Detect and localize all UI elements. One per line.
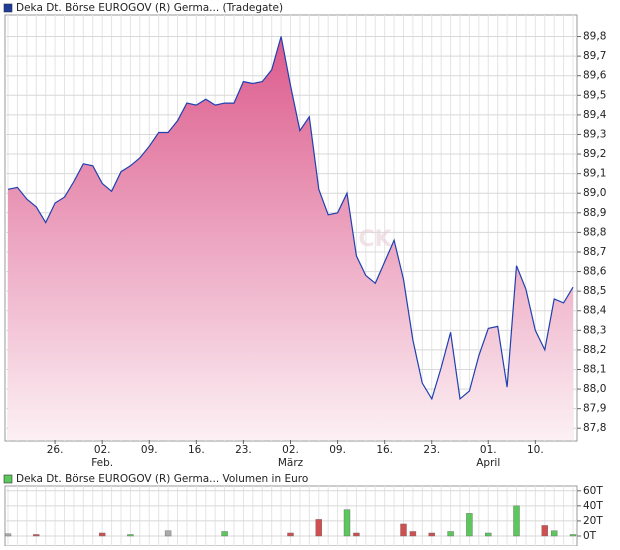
- price-line: [7, 36, 574, 401]
- volume-bar: [485, 532, 492, 537]
- y-tick-label: 88,2: [583, 344, 606, 356]
- y-tick-label: 89,8: [583, 31, 606, 43]
- y-tick-label: 89,5: [583, 89, 606, 101]
- x-tick-label: 09.: [329, 444, 346, 456]
- month-label: Feb.: [91, 457, 113, 469]
- x-tick-label: 23.: [235, 444, 252, 456]
- y-tick-label: 88,0: [583, 383, 606, 395]
- y-tick-label: 87,8: [583, 422, 606, 434]
- volume-bar: [287, 532, 294, 537]
- chart-title: Deka Dt. Börse EUROGOV (R) Germa... (Tra…: [16, 2, 283, 14]
- volume-bar: [353, 532, 360, 537]
- y-tick-label: 89,6: [583, 70, 607, 82]
- volume-bar: [33, 534, 40, 537]
- y-tick-label: 89,0: [583, 187, 606, 199]
- volume-bar: [164, 530, 172, 537]
- volume-bar: [541, 525, 548, 537]
- volume-bar: [428, 532, 435, 537]
- volume-bar: [569, 534, 577, 537]
- y-tick-label: 40T: [583, 500, 603, 512]
- volume-bar: [550, 530, 558, 537]
- month-label: April: [476, 457, 500, 469]
- y-tick-label: 0T: [583, 530, 597, 542]
- volume-bar: [127, 534, 134, 537]
- y-tick-label: 89,1: [583, 168, 606, 180]
- x-tick-label: 23.: [423, 444, 440, 456]
- x-tick-label: 16.: [376, 444, 393, 456]
- y-tick-label: 88,3: [583, 324, 606, 336]
- legend-swatch: [3, 474, 13, 484]
- y-tick-label: 88,1: [583, 363, 606, 375]
- volume-bar: [513, 505, 520, 537]
- volume-bar: [315, 519, 322, 537]
- y-tick-label: 89,3: [583, 128, 606, 140]
- x-tick-label: 26.: [47, 444, 64, 456]
- volume-bar: [447, 531, 454, 537]
- volume-bar: [466, 513, 473, 537]
- y-tick-label: 88,8: [583, 226, 606, 238]
- y-tick-label: 88,6: [583, 266, 607, 278]
- x-tick-label: 16.: [188, 444, 205, 456]
- y-tick-label: 89,2: [583, 148, 606, 160]
- x-tick-label: 02.: [282, 444, 299, 456]
- volume-bar: [343, 509, 351, 537]
- watermark: CK: [358, 227, 392, 252]
- y-tick-label: 20T: [583, 515, 603, 527]
- y-tick-label: 88,7: [583, 246, 606, 258]
- y-tick-label: 88,9: [583, 207, 606, 219]
- chart-title: Deka Dt. Börse EUROGOV (R) Germa... Volu…: [16, 473, 308, 485]
- legend-swatch: [3, 3, 13, 13]
- area-fill: [8, 36, 573, 440]
- volume-bar: [409, 531, 417, 537]
- volume-bar: [4, 533, 12, 537]
- x-tick-label: 10.: [527, 444, 544, 456]
- volume-bar: [98, 532, 106, 537]
- y-tick-label: 89,7: [583, 50, 606, 62]
- y-tick-label: 88,5: [583, 285, 606, 297]
- y-tick-label: 87,9: [583, 403, 606, 415]
- x-tick-label: 02.: [94, 444, 111, 456]
- volume-bar: [221, 531, 228, 537]
- y-tick-label: 60T: [583, 485, 603, 497]
- x-tick-label: 01.: [480, 444, 497, 456]
- x-tick-label: 09.: [141, 444, 158, 456]
- y-tick-label: 89,4: [583, 109, 607, 121]
- month-label: März: [278, 457, 304, 469]
- y-tick-label: 88,4: [583, 305, 607, 317]
- volume-bar: [400, 523, 407, 537]
